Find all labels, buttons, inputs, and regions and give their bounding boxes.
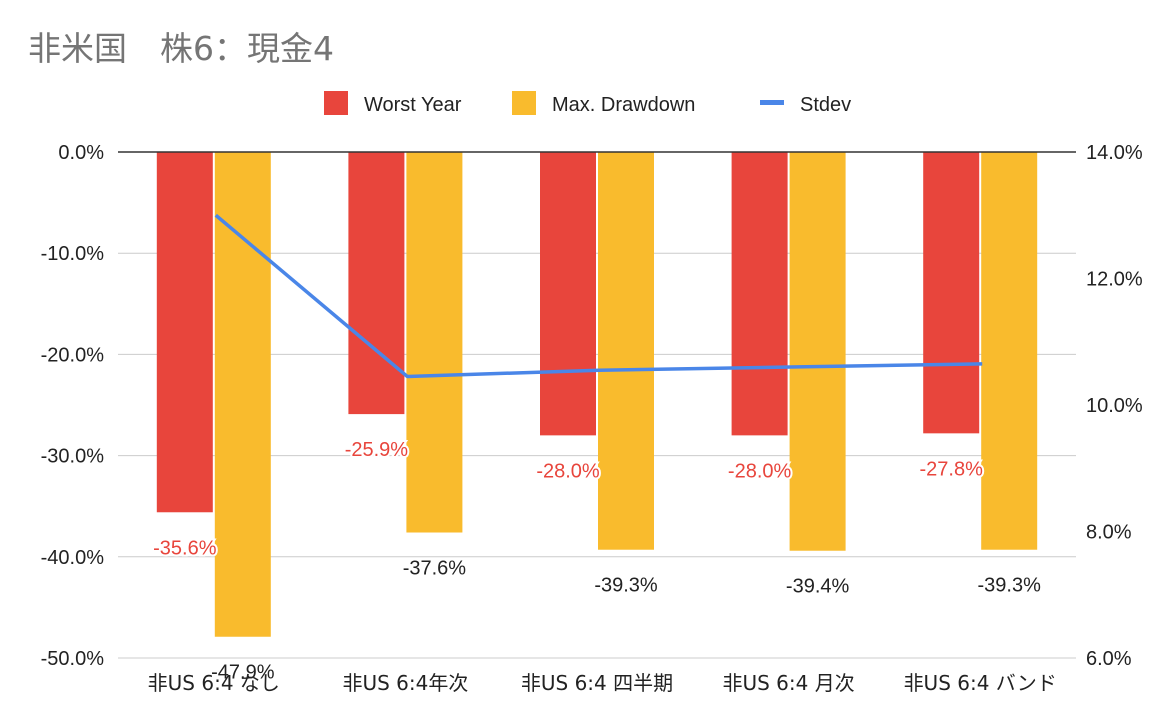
- grid-layer: [118, 252, 1076, 659]
- data-label-max-drawdown: -37.6%: [403, 558, 467, 580]
- category-label: 非US 6:4 バンド: [904, 671, 1057, 695]
- line-layer: [214, 213, 983, 379]
- category-label: 非US 6:4 なし: [148, 671, 280, 695]
- right-axis-tick-label: 10.0%: [1086, 395, 1143, 417]
- data-label-worst-year: -27.8%: [920, 458, 984, 480]
- legend-label: Stdev: [800, 94, 851, 116]
- stdev-line: [214, 213, 983, 379]
- right-axis-tick-label: 6.0%: [1086, 648, 1132, 670]
- left-axis-tick-label: -20.0%: [41, 344, 105, 366]
- right-axis-tick-label: 12.0%: [1086, 269, 1143, 291]
- data-label-max-drawdown: -39.3%: [978, 575, 1042, 597]
- bar-worst-year: [348, 152, 405, 415]
- right-axis-tick-label: 8.0%: [1086, 522, 1132, 544]
- chart-title: 非米国 株6：現金4: [28, 29, 334, 68]
- legend-label: Worst Year: [364, 94, 462, 116]
- bar-worst-year: [731, 152, 788, 436]
- legend-swatch: [760, 100, 784, 105]
- bar-max-drawdown: [981, 152, 1038, 550]
- data-label-max-drawdown: -39.3%: [594, 575, 658, 597]
- left-axis-tick-label: -30.0%: [41, 446, 105, 468]
- data-label-worst-year: -35.6%: [153, 537, 217, 559]
- bar-worst-year: [156, 152, 213, 513]
- bar-max-drawdown: [598, 152, 654, 550]
- category-label: 非US 6:4 月次: [722, 671, 854, 695]
- right-axis-tick-label: 14.0%: [1086, 142, 1143, 164]
- bar-max-drawdown: [789, 152, 846, 551]
- bar-worst-year: [540, 152, 596, 436]
- left-axis-tick-label: -50.0%: [41, 648, 105, 670]
- bar-max-drawdown: [214, 152, 271, 637]
- data-label-worst-year: -25.9%: [345, 439, 409, 461]
- axis-layer: 0.0% -10.0% -20.0% -30.0% -40.0% -50.0% 14.0% 1…: [41, 142, 1143, 695]
- left-axis-tick-label: -40.0%: [41, 547, 105, 569]
- legend-layer: Worst Year Max. Drawdown Stdev: [324, 91, 851, 116]
- bar-worst-year: [923, 152, 980, 434]
- label-layer: -35.6% -47.9% -25.9% -37.6% -28.0% -39.3% -28.…: [151, 437, 1043, 686]
- left-axis-tick-label: -10.0%: [41, 243, 105, 265]
- data-label-max-drawdown: -39.4%: [786, 576, 850, 598]
- category-label: 非US 6:4年次: [342, 671, 468, 695]
- legend-swatch: [324, 91, 348, 115]
- legend-swatch: [512, 91, 536, 115]
- data-label-worst-year: -28.0%: [728, 460, 792, 482]
- bar-layer: [156, 152, 1038, 637]
- bar-max-drawdown: [406, 152, 463, 533]
- data-label-max-drawdown: -47.9%: [211, 662, 275, 684]
- left-axis-tick-label: 0.0%: [58, 142, 104, 164]
- data-label-worst-year: -28.0%: [536, 460, 600, 482]
- category-label: 非US 6:4 四半期: [521, 671, 673, 695]
- legend-label: Max. Drawdown: [552, 94, 695, 116]
